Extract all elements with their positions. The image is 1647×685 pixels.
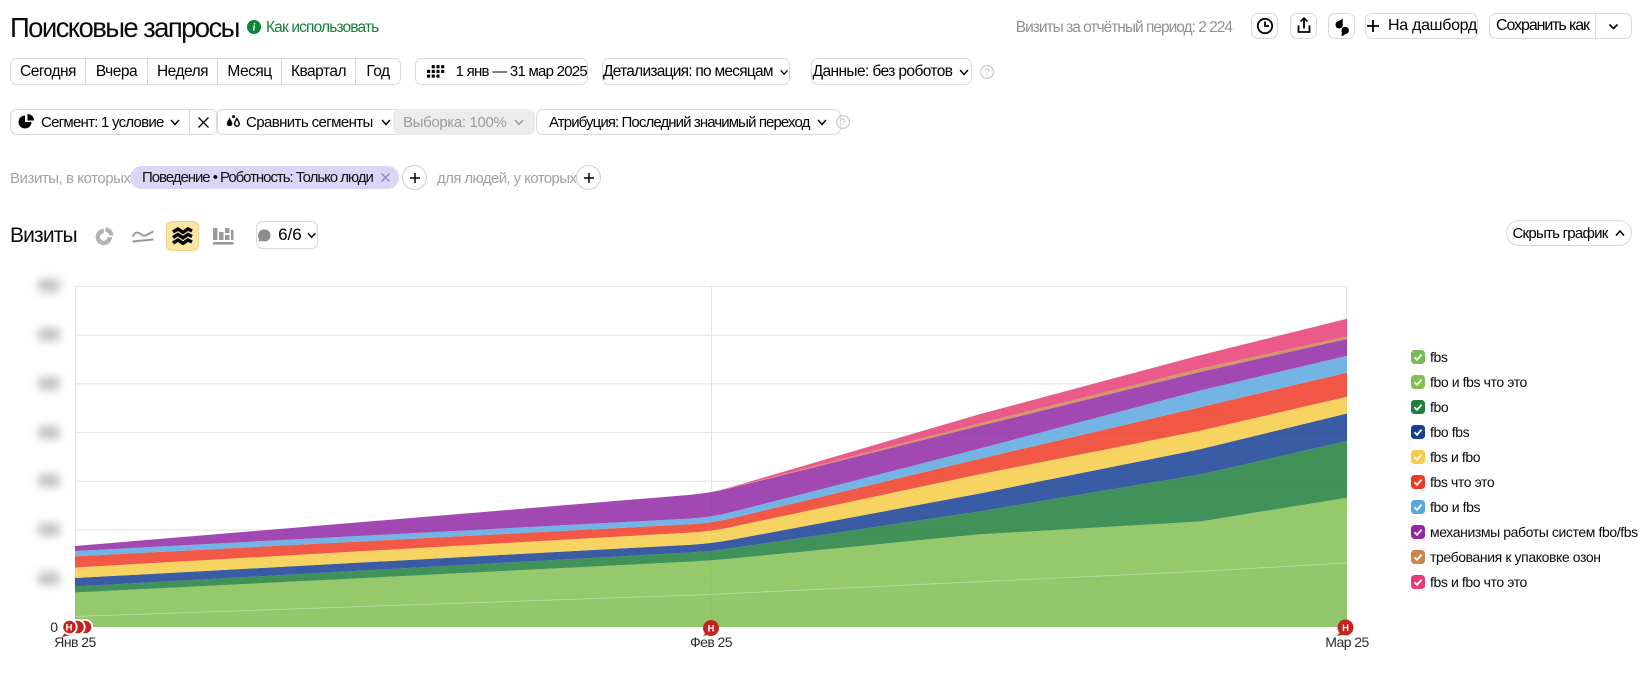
svg-text:Н: Н bbox=[708, 624, 715, 635]
svg-text:Н: Н bbox=[1342, 623, 1349, 634]
svg-text:Н: Н bbox=[66, 623, 73, 634]
svg-text:i: i bbox=[253, 23, 256, 34]
svg-text:?: ? bbox=[984, 67, 989, 77]
svg-text:?: ? bbox=[840, 117, 845, 127]
